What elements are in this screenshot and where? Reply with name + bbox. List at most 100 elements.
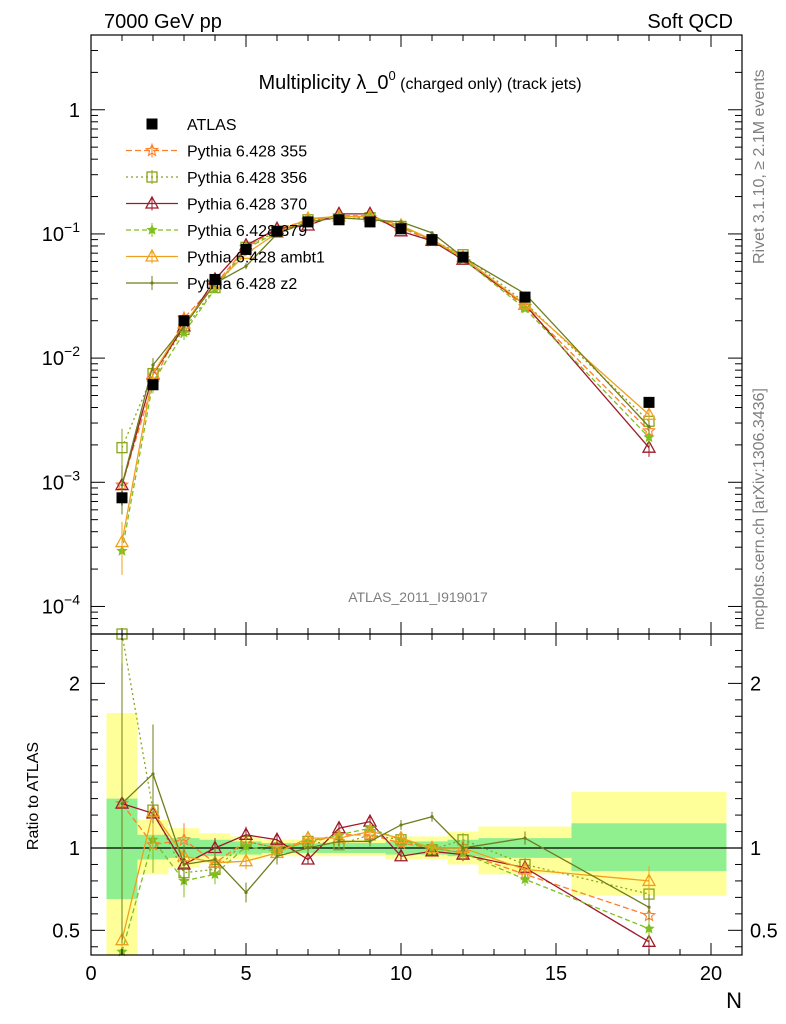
ratio-point-5-4: [244, 890, 248, 895]
x-tick-label-3: 15: [545, 963, 567, 985]
x-tick-label-0: 0: [85, 963, 96, 985]
legend-marker-5: [150, 281, 154, 285]
main-ytick-label-3: 10−1: [42, 219, 80, 246]
ratio-point-5-12: [523, 836, 527, 840]
title-tail: (charged only) (track jets): [396, 76, 582, 93]
ratio-point-5-0: [120, 801, 124, 806]
data-point-4: [240, 243, 252, 255]
ratio-point-0-9: [393, 835, 409, 850]
ratio-point-5-1: [151, 772, 155, 776]
ratio-point-4-13: [641, 873, 657, 887]
legend-label-3: Pythia 6.428 379: [187, 223, 307, 240]
ratio-point-5-5: [275, 854, 279, 858]
header-right: Soft QCD: [647, 11, 733, 33]
ratio-point-3-3: [209, 868, 221, 880]
data-point-0: [116, 492, 128, 504]
main-ytick-label-4: 1: [69, 100, 80, 122]
data-point-7: [333, 214, 345, 226]
ratio-ytick-label-right-2: 2: [750, 673, 761, 695]
legend-marker-2: [144, 195, 160, 209]
legend-label-5: Pythia 6.428 z2: [187, 276, 297, 293]
main-point-5-13: [647, 425, 651, 429]
ratio-point-2-6: [300, 851, 316, 865]
data-point-3: [209, 273, 221, 285]
data-point-13: [643, 396, 655, 408]
ratio-point-5-11: [461, 846, 465, 850]
main-ytick-base-4: 1: [69, 100, 80, 122]
main-ytick-base-2: 10: [42, 348, 64, 370]
ratio-point-4-6: [300, 830, 316, 844]
main-point-5-4: [244, 264, 248, 268]
ratio-point-4-12: [517, 861, 533, 875]
ratio-series-line-2: [121, 802, 650, 943]
main-ytick-base-3: 10: [42, 224, 64, 246]
legend-marker-0: [144, 143, 160, 157]
ratio-ytick-label-left-1: 1: [69, 838, 80, 860]
ratio-point-2-10: [424, 843, 440, 857]
ratio-frame: [90, 633, 743, 956]
data-point-9: [395, 223, 407, 235]
ratio-point-2-9: [393, 848, 409, 862]
title-sup: 0: [388, 68, 395, 83]
ratio-ytick-label-left-0: 0.5: [52, 920, 80, 942]
main-point-4-1: [145, 365, 161, 379]
legend-marker-4: [144, 248, 160, 262]
mcplots-label: mcplots.cern.ch [arXiv:1306.3436]: [751, 388, 768, 630]
ratio-band-green-9: [571, 823, 727, 872]
legend-marker-3: [146, 224, 158, 235]
title-main: Multiplicity λ_0: [258, 72, 388, 94]
ratio-series-line-4: [121, 810, 650, 941]
main-ytick-label-2: 10−2: [42, 343, 80, 370]
data-point-2: [178, 315, 190, 327]
x-axis-label: N: [726, 988, 742, 1013]
legend-label-1: Pythia 6.428 356: [187, 170, 307, 187]
main-point-5-1: [151, 363, 155, 367]
x-tick-label-2: 10: [390, 963, 412, 985]
ratio-point-4-4: [238, 853, 254, 867]
main-ytick-base-0: 10: [42, 596, 64, 618]
main-ytick-label-1: 10−3: [42, 467, 80, 494]
watermark: ATLAS_2011_I919017: [348, 589, 488, 605]
legend-label-data: ATLAS: [187, 117, 237, 134]
legend-label-4: Pythia 6.428 ambt1: [187, 250, 325, 267]
ratio-panel: 0 5 10 15 20 0.5 0.5 1 1 2 2: [52, 628, 778, 985]
main-ytick-exp-2: −2: [64, 343, 80, 359]
ratio-point-2-13: [641, 933, 657, 947]
main-ytick-exp-3: −1: [64, 219, 80, 235]
main-point-3-13: [643, 431, 655, 443]
data-point-11: [457, 251, 469, 263]
data-point-6: [302, 216, 314, 228]
ratio-series-line-5: [121, 772, 650, 908]
x-tick-label-4: 20: [700, 963, 722, 985]
main-point-5-9: [399, 220, 403, 224]
main-point-4-13: [641, 406, 657, 420]
main-point-4-12: [517, 296, 533, 310]
ratio-point-5-7: [337, 839, 341, 844]
main-ytick-exp-0: −4: [64, 591, 80, 607]
x-tick-label-1: 5: [240, 963, 251, 985]
ratio-ylabel: Ratio to ATLAS: [25, 742, 42, 850]
ratio-point-5-2: [182, 862, 186, 867]
data-point-8: [364, 216, 376, 228]
legend-marker-data: [146, 118, 158, 130]
ratio-point-2-5: [269, 831, 285, 845]
legend-label-2: Pythia 6.428 370: [187, 197, 307, 214]
main-ytick-exp-1: −3: [64, 467, 80, 483]
legend-label-0: Pythia 6.428 355: [187, 144, 307, 161]
ratio-ytick-label-right-1: 1: [750, 838, 761, 860]
main-point-5-10: [430, 231, 434, 235]
main-point-1-0: [116, 442, 128, 454]
ratio-point-4-9: [393, 830, 409, 844]
rivet-label: Rivet 3.1.10, ≥ 2.1M events: [751, 69, 768, 264]
data-point-10: [426, 234, 438, 246]
ratio-ytick-label-left-2: 2: [69, 673, 80, 695]
main-point-5-0: [120, 483, 124, 487]
main-panel: 10−410−310−210−11: [42, 34, 743, 635]
ratio-point-5-6: [306, 846, 310, 850]
main-point-2-13: [641, 439, 657, 453]
main-ytick-base-1: 10: [42, 472, 64, 494]
data-point-12: [519, 291, 531, 303]
ratio-point-4-8: [362, 823, 378, 837]
main-ytick-label-0: 10−4: [42, 591, 80, 618]
